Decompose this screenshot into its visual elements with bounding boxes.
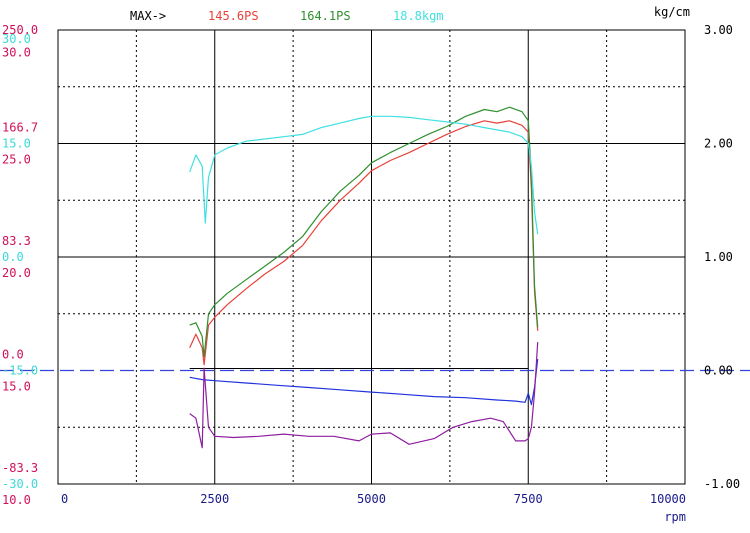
left-axis-ticks: 250.030.030.0166.715.025.083.30.020.00.0… xyxy=(2,23,38,507)
right-tick-label: 3.00 xyxy=(704,23,733,37)
left-tick-label: 15.0 xyxy=(2,137,31,151)
left-tick-label: 166.7 xyxy=(2,121,38,135)
left-tick-label: -15.0 xyxy=(2,364,38,378)
series-lines xyxy=(189,106,539,449)
max-value-green: 164.1PS xyxy=(300,9,351,23)
right-tick-label: 1.00 xyxy=(704,250,733,264)
right-axis-ticks: 3.00 2.00 1.00 0.00 -1.00 xyxy=(704,23,740,491)
left-tick-label: -30.0 xyxy=(2,477,38,491)
max-value-red: 145.6PS xyxy=(208,9,259,23)
x-axis-unit: rpm xyxy=(664,510,686,524)
series-line-3 xyxy=(189,359,539,406)
left-tick-label: 20.0 xyxy=(2,266,31,280)
left-tick-label: 250.0 xyxy=(2,23,38,37)
left-tick-label: 0.0 xyxy=(2,250,24,264)
right-tick-label: -1.00 xyxy=(704,477,740,491)
right-tick-label: 0.00 xyxy=(704,364,733,378)
left-tick-label: 30.0 xyxy=(2,46,31,60)
grid xyxy=(57,29,686,485)
series-line-0 xyxy=(189,120,539,366)
x-tick-label: 10000 xyxy=(650,492,686,506)
left-tick-label: 10.0 xyxy=(2,493,31,507)
series-line-1 xyxy=(189,106,539,358)
left-tick-label: 25.0 xyxy=(2,152,31,166)
series-line-2 xyxy=(189,115,539,235)
left-tick-label: 15.0 xyxy=(2,379,31,393)
x-tick-label: 0 xyxy=(61,492,68,506)
x-axis-ticks: 0 2500 5000 7500 10000 xyxy=(61,492,686,506)
x-tick-label: 7500 xyxy=(514,492,543,506)
series-line-4 xyxy=(189,342,539,449)
zero-line xyxy=(0,368,750,372)
right-tick-label: 2.00 xyxy=(704,137,733,151)
left-tick-label: 30.0 xyxy=(2,32,31,46)
x-tick-label: 2500 xyxy=(200,492,229,506)
max-value-cyan: 18.8kgm xyxy=(393,9,444,23)
left-tick-label: -83.3 xyxy=(2,461,38,475)
right-axis-unit: kg/cm xyxy=(654,5,690,19)
left-tick-label: 83.3 xyxy=(2,234,31,248)
max-label: MAX-> xyxy=(130,9,166,23)
x-tick-label: 5000 xyxy=(357,492,386,506)
chart-header: MAX-> 145.6PS 164.1PS 18.8kgm kg/cm rpm xyxy=(130,5,690,524)
left-tick-label: 0.0 xyxy=(2,348,24,362)
